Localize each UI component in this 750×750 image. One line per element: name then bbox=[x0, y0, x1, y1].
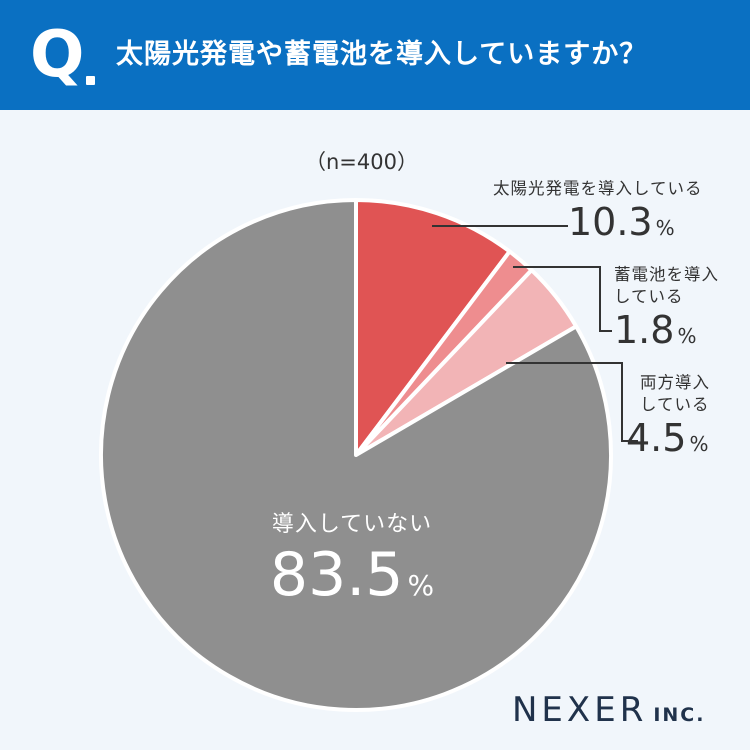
label-both: 両方導入 している 4.5% bbox=[626, 372, 710, 460]
label-both-unit: % bbox=[689, 432, 709, 456]
label-none: 導入していない 83.5% bbox=[222, 506, 482, 612]
leader-line-both bbox=[506, 362, 638, 442]
label-battery: 蓄電池を導入 している 1.8% bbox=[614, 264, 719, 352]
q-dot bbox=[86, 76, 95, 85]
label-solar-value: 10.3 bbox=[568, 200, 653, 244]
label-battery-name-1: 蓄電池を導入 bbox=[614, 265, 719, 284]
logo-sub: INC. bbox=[653, 704, 706, 726]
label-none-name: 導入していない bbox=[271, 512, 433, 537]
label-both-name-2: している bbox=[640, 395, 710, 414]
header-banner: Q 太陽光発電や蓄電池を導入していますか？ bbox=[0, 0, 750, 110]
pie-slice-none bbox=[99, 198, 613, 712]
nexer-logo: NEXER INC. bbox=[512, 690, 705, 730]
question-text: 太陽光発電や蓄電池を導入していますか？ bbox=[116, 39, 648, 70]
label-battery-name-2: している bbox=[614, 287, 684, 306]
label-solar: 太陽光発電を導入している 10.3% bbox=[493, 178, 703, 244]
label-battery-unit: % bbox=[677, 324, 697, 348]
label-none-unit: % bbox=[407, 569, 435, 602]
label-both-name-1: 両方導入 bbox=[640, 373, 710, 392]
label-battery-value: 1.8 bbox=[614, 308, 675, 352]
label-solar-name: 太陽光発電を導入している bbox=[493, 179, 703, 198]
q-letter: Q bbox=[30, 18, 85, 92]
sample-size: （n=400） bbox=[305, 150, 418, 174]
q-mark: Q bbox=[30, 14, 100, 100]
pie-slice-solar bbox=[354, 198, 512, 457]
logo-main: NEXER bbox=[512, 690, 648, 730]
label-both-value: 4.5 bbox=[626, 416, 687, 460]
label-none-value: 83.5 bbox=[269, 540, 404, 610]
leader-line-battery bbox=[513, 266, 612, 332]
label-solar-unit: % bbox=[655, 216, 675, 240]
